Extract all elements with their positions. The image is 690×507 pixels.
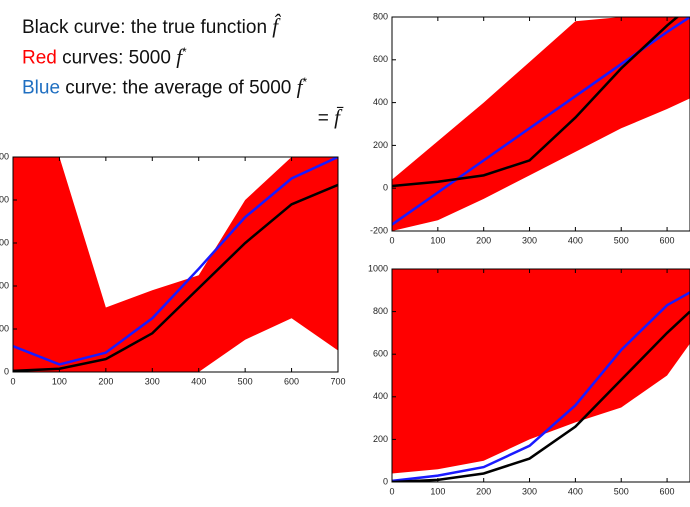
y-tick-label: 200 (0, 323, 9, 333)
caption-text: Blue (22, 77, 61, 99)
caption-text: curve: the average of 5000 (60, 77, 297, 99)
x-tick-label: 700 (330, 376, 345, 386)
caption-text: = (317, 107, 335, 129)
chart: 0 100 200 300 400 500 600 700 0 200 400 600 800 1000 (0, 151, 346, 386)
math: f̄ (334, 104, 340, 129)
x-tick-label: 500 (238, 376, 253, 386)
y-tick-label: 200 (373, 140, 388, 150)
caption: Black curve: the true function f̂ Red cu… (22, 14, 340, 131)
y-tick-label: 800 (0, 194, 9, 204)
caption-text: Red (22, 47, 57, 69)
x-tick-label: 500 (614, 486, 629, 496)
x-tick-label: 600 (660, 486, 675, 496)
y-tick-label: 800 (373, 306, 388, 316)
x-tick-label: 0 (389, 486, 394, 496)
y-tick-label: 400 (0, 280, 9, 290)
math: f (296, 74, 303, 99)
x-tick-label: 100 (52, 376, 67, 386)
x-tick-label: 400 (191, 376, 206, 386)
y-tick-label: 600 (373, 54, 388, 64)
y-tick-label: 400 (373, 391, 388, 401)
caption-line: Black curve: the true function f̂ (22, 14, 340, 40)
plot-area (392, 17, 690, 231)
curve (392, 310, 690, 482)
curve (13, 157, 338, 366)
axes-frame (391, 16, 690, 232)
x-tick-label: 400 (568, 235, 583, 245)
x-tick-label: 100 (430, 235, 445, 245)
y-tick-label: 0 (383, 476, 388, 486)
plot-area (392, 269, 690, 482)
chart: 0 100 200 300 400 500 600 0 200 400 600 800 1000 (368, 263, 690, 496)
y-tick-label: 400 (373, 97, 388, 107)
y-tick-label: 600 (0, 237, 9, 247)
caption-line: = f̄ (22, 105, 340, 131)
math: f (176, 44, 183, 69)
red-curves-band (13, 157, 338, 372)
x-tick-label: 400 (568, 486, 583, 496)
curve (392, 17, 690, 226)
x-tick-label: 300 (145, 376, 160, 386)
plot-area (13, 157, 338, 372)
x-tick-label: 300 (522, 235, 537, 245)
x-tick-label: 300 (522, 486, 537, 496)
x-tick-label: 0 (389, 235, 394, 245)
math: * (182, 45, 187, 59)
x-tick-label: 200 (98, 376, 113, 386)
x-tick-label: 600 (660, 235, 675, 245)
x-tick-label: 0 (10, 376, 15, 386)
y-tick-label: 1000 (0, 151, 9, 161)
x-tick-label: 200 (476, 235, 491, 245)
curve (392, 291, 690, 482)
curve (13, 183, 338, 372)
red-curves-band (392, 17, 690, 231)
caption-text: Black curve: the true function (22, 17, 273, 38)
caption-line: Blue curve: the average of 5000 f* (22, 70, 340, 100)
y-tick-label: 0 (4, 366, 9, 376)
y-tick-label: 600 (373, 349, 388, 359)
red-curves-band (392, 269, 690, 474)
caption-line: Red curves: 5000 f* (22, 40, 340, 70)
axes-frame (12, 156, 339, 373)
y-tick-label: 1000 (368, 263, 388, 273)
math: f̂ (272, 14, 279, 38)
y-tick-label: 0 (383, 183, 388, 193)
x-tick-label: 600 (284, 376, 299, 386)
math: * (302, 75, 308, 90)
x-tick-label: 500 (614, 235, 629, 245)
y-tick-label: -200 (370, 225, 388, 235)
axes-frame (391, 268, 690, 483)
caption-text: curves: 5000 (56, 47, 177, 69)
x-tick-label: 200 (476, 486, 491, 496)
y-tick-label: 200 (373, 434, 388, 444)
x-tick-label: 100 (430, 486, 445, 496)
y-tick-label: 800 (373, 11, 388, 21)
curve (392, 17, 680, 188)
